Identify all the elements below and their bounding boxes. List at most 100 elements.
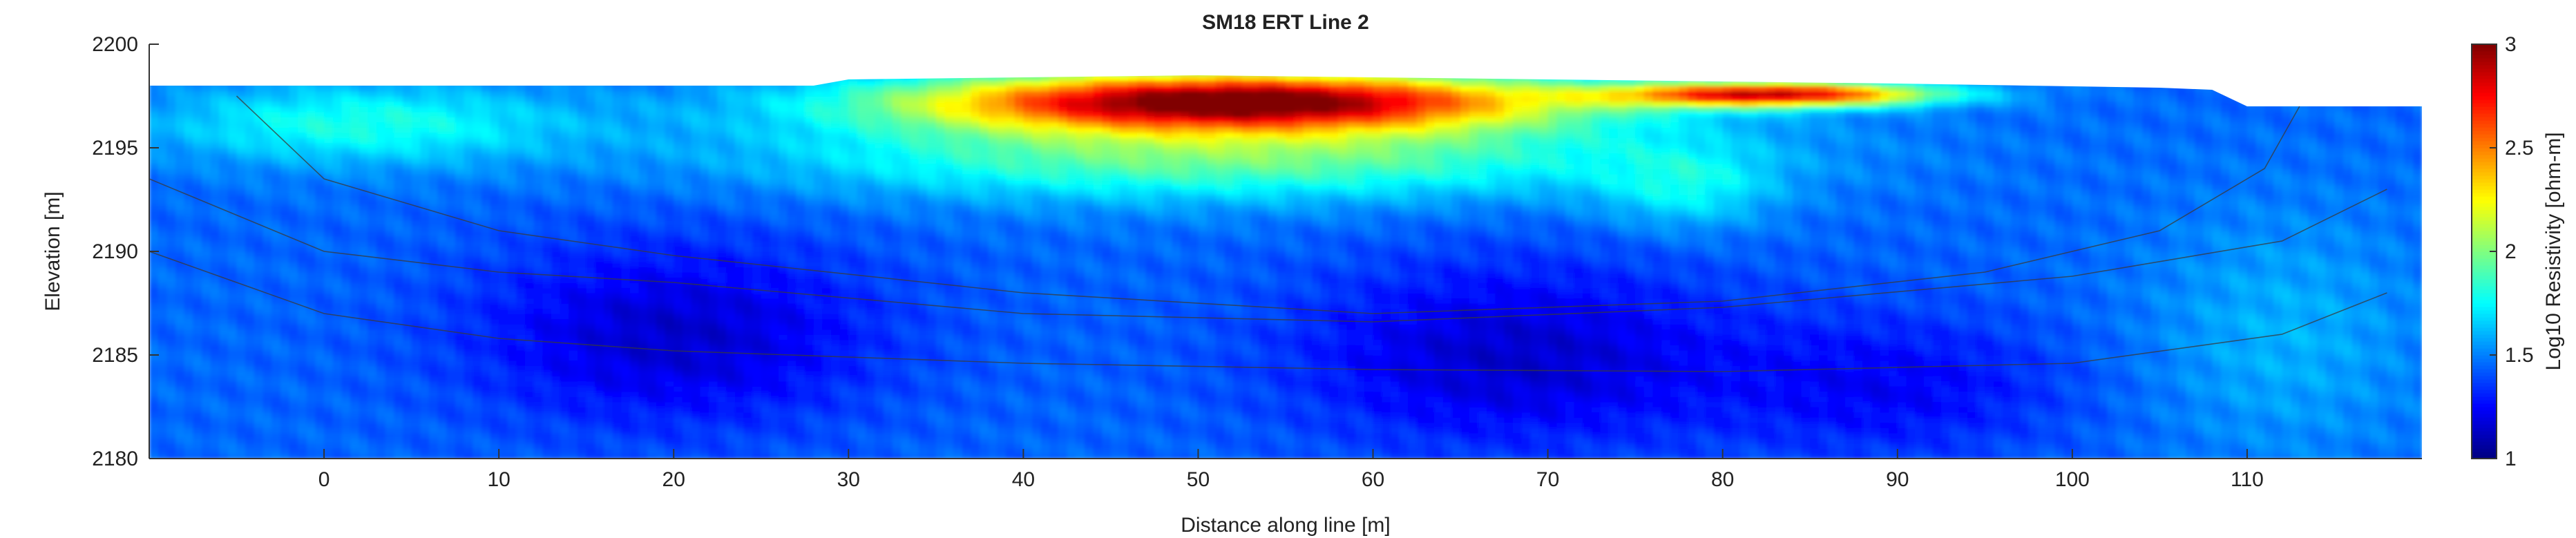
resistivity-cell [507,117,517,123]
resistivity-cell [315,251,325,258]
resistivity-cell [516,412,526,418]
resistivity-cell [271,169,281,175]
resistivity-cell [332,329,343,335]
resistivity-cell [682,137,692,144]
resistivity-cell [411,163,421,169]
resistivity-cell [166,417,176,423]
resistivity-cell [324,287,334,294]
resistivity-cell [394,96,403,102]
resistivity-cell [332,318,343,325]
resistivity-cell [578,427,587,434]
resistivity-cell [621,287,631,294]
resistivity-cell [629,308,640,314]
resistivity-cell [586,246,596,252]
resistivity-cell [219,448,229,454]
resistivity-cell [263,427,272,434]
resistivity-cell [376,391,386,397]
resistivity-cell [227,184,238,190]
resistivity-cell [254,376,264,382]
resistivity-cell [437,179,448,185]
resistivity-cell [201,148,211,154]
resistivity-cell [464,200,473,206]
resistivity-cell [464,236,473,242]
resistivity-cell [437,184,448,190]
resistivity-cell [621,381,631,387]
resistivity-cell [263,231,272,237]
resistivity-cell [332,345,343,351]
resistivity-cell [542,122,552,128]
resistivity-cell [586,158,596,164]
resistivity-cell [175,179,185,185]
resistivity-cell [647,412,657,418]
resistivity-cell [350,256,360,262]
resistivity-cell [446,412,456,418]
resistivity-cell [595,101,604,107]
resistivity-cell [507,407,517,413]
resistivity-cell [385,438,395,444]
resistivity-cell [219,241,229,247]
resistivity-cell [612,142,622,148]
resistivity-cell [578,132,587,138]
resistivity-cell [245,127,255,133]
resistivity-cell [402,324,412,330]
resistivity-cell [446,101,456,107]
resistivity-cell [402,200,412,206]
resistivity-cell [499,329,508,335]
resistivity-cell [227,417,238,423]
resistivity-cell [193,334,202,340]
resistivity-cell [411,417,421,423]
resistivity-cell [245,287,255,294]
resistivity-cell [455,225,465,231]
resistivity-cell [446,438,456,444]
resistivity-cell [629,376,640,382]
resistivity-cell [560,117,570,123]
resistivity-cell [158,334,168,340]
resistivity-cell [411,236,421,242]
resistivity-cell [306,267,316,273]
resistivity-cell [455,163,465,169]
resistivity-cell [411,127,421,133]
resistivity-cell [332,303,343,309]
resistivity-cell [490,432,499,439]
resistivity-cell [376,345,386,351]
resistivity-cell [569,345,578,351]
resistivity-cell [219,318,229,325]
resistivity-cell [437,427,448,434]
resistivity-cell [245,453,255,459]
resistivity-cell [227,298,238,304]
resistivity-cell [604,215,613,221]
resistivity-cell [612,189,622,195]
resistivity-cell [428,189,439,195]
resistivity-cell [665,179,675,185]
resistivity-cell [542,448,552,454]
resistivity-cell [551,142,561,148]
resistivity-cell [464,117,473,123]
resistivity-cell [271,443,281,449]
resistivity-cell [437,101,448,107]
resistivity-cell [560,179,570,185]
resistivity-cell [219,443,229,449]
resistivity-cell [455,179,465,185]
resistivity-cell [612,169,622,175]
resistivity-cell [263,334,272,340]
resistivity-cell [560,396,570,403]
resistivity-cell [516,117,526,123]
resistivity-cell [193,293,202,299]
resistivity-cell [446,153,456,159]
resistivity-cell [236,173,246,180]
resistivity-cell [210,401,220,407]
resistivity-cell [298,262,307,268]
resistivity-cell [271,396,281,403]
resistivity-cell [210,189,220,195]
resistivity-cell [533,90,544,97]
resistivity-cell [394,453,403,459]
resistivity-cell [394,117,403,123]
resistivity-cell [359,169,369,175]
resistivity-cell [428,111,439,117]
resistivity-cell [647,318,657,325]
resistivity-cell [245,360,255,366]
resistivity-cell [350,334,360,340]
resistivity-cell [437,318,448,325]
resistivity-cell [428,360,439,366]
resistivity-cell [525,262,535,268]
